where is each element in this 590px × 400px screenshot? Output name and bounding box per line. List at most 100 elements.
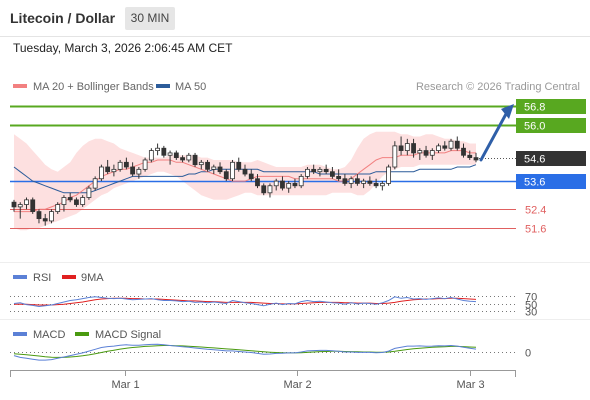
forecast-arrow <box>479 112 508 162</box>
candle-body-down <box>342 178 348 184</box>
x-axis-tick-label: Mar 2 <box>283 379 311 391</box>
candle-body-down <box>398 145 404 151</box>
candle-body-down <box>255 178 260 187</box>
candle <box>348 176 354 189</box>
candle-body-down <box>173 152 179 159</box>
candle-body-up <box>273 180 279 187</box>
candle-body-down <box>161 147 167 156</box>
ma20-line <box>14 150 476 213</box>
candle <box>67 192 73 203</box>
level-tag <box>516 118 586 133</box>
candle-body-up <box>211 166 217 170</box>
candle-body-down <box>280 180 285 189</box>
rsi-tick-label: 70 <box>525 292 537 304</box>
candle-body-up <box>86 187 92 198</box>
candle-body-down <box>261 185 267 194</box>
x-axis: Mar 1 Mar 2 Mar 3 <box>10 370 516 391</box>
level-label: 52.4 <box>525 205 546 217</box>
candle <box>136 167 142 179</box>
candle <box>292 178 298 189</box>
candle-body-down <box>74 199 79 205</box>
copyright-label: Research © 2026 Trading Central <box>416 81 580 93</box>
candle <box>198 159 204 170</box>
price-panel: 56.8 56.0 54.6 53.6 52.4 51.6 <box>10 99 586 236</box>
candle-body-down <box>180 157 185 161</box>
candle-body-down <box>442 145 448 149</box>
candle-body-up <box>417 150 423 154</box>
candle-body-down <box>30 199 36 212</box>
candle-body-down <box>242 168 248 175</box>
candle-body-down <box>67 197 73 201</box>
candle-body-down <box>36 211 42 220</box>
ma50-legend-label: MA 50 <box>175 81 206 93</box>
candle <box>354 174 360 186</box>
candle <box>99 164 104 182</box>
candle-body-down <box>236 161 242 170</box>
candle <box>248 169 254 182</box>
candle-body-down <box>367 180 373 184</box>
candle <box>386 164 391 186</box>
candle <box>373 178 379 189</box>
candle <box>30 197 36 214</box>
candle-body-up <box>186 154 192 161</box>
candle <box>411 138 416 158</box>
rsi-ma-line <box>14 297 477 306</box>
candle <box>74 197 79 207</box>
candle <box>461 143 466 158</box>
level-tag <box>516 99 586 114</box>
candle <box>142 157 148 172</box>
rsi-tick-label: 30 <box>525 307 537 319</box>
candle <box>49 209 54 224</box>
candle-body-up <box>404 143 410 151</box>
candle <box>105 159 111 175</box>
candle-body-down <box>205 161 210 170</box>
macd-signal-legend-label: MACD Signal <box>95 329 161 341</box>
candle <box>117 159 123 172</box>
candle <box>55 202 61 214</box>
candle-body-up <box>61 197 67 205</box>
candle-body-up <box>317 168 323 173</box>
candle <box>280 176 285 191</box>
candle-body-up <box>92 178 98 189</box>
candle <box>436 143 441 153</box>
candle <box>217 162 223 175</box>
candle-body-down <box>217 166 223 173</box>
candle <box>148 148 154 163</box>
candle <box>473 152 479 163</box>
x-axis-tick-label: Mar 3 <box>456 379 484 391</box>
candle-body-up <box>267 185 273 194</box>
candle-body-down <box>467 154 473 159</box>
candle <box>130 162 136 177</box>
candle <box>273 178 279 191</box>
candle-body-down <box>192 154 198 166</box>
candle-body-down <box>123 161 129 168</box>
candle-body-up <box>167 152 173 156</box>
candle-body-down <box>11 201 17 208</box>
candle-body-up <box>298 175 304 187</box>
candle-body-up <box>198 161 204 166</box>
candle-body-up <box>379 183 385 187</box>
candle <box>17 202 23 219</box>
candle-body-up <box>155 147 160 151</box>
candle <box>379 181 385 191</box>
timeframe-badge[interactable]: 30 MIN <box>125 7 175 30</box>
candle <box>180 155 185 163</box>
candle <box>211 164 217 175</box>
ma20-legend-label: MA 20 + Bollinger Bands <box>33 81 154 93</box>
candle-body-up <box>386 166 391 184</box>
candle-body-up <box>24 199 29 205</box>
candle <box>298 174 304 189</box>
candle-body-down <box>454 140 460 149</box>
candle <box>123 157 129 170</box>
level-tag-label: 56.0 <box>524 121 545 133</box>
candle <box>448 138 454 151</box>
candle-body-down <box>411 143 416 154</box>
candle <box>24 197 29 210</box>
candle-body-up <box>111 168 117 173</box>
candle-body-up <box>136 168 142 175</box>
page-title: Litecoin / Dollar <box>10 10 116 26</box>
candle <box>155 143 160 156</box>
candle-body-up <box>55 204 61 212</box>
candle-body-down <box>336 175 342 180</box>
candle-body-down <box>105 166 111 173</box>
